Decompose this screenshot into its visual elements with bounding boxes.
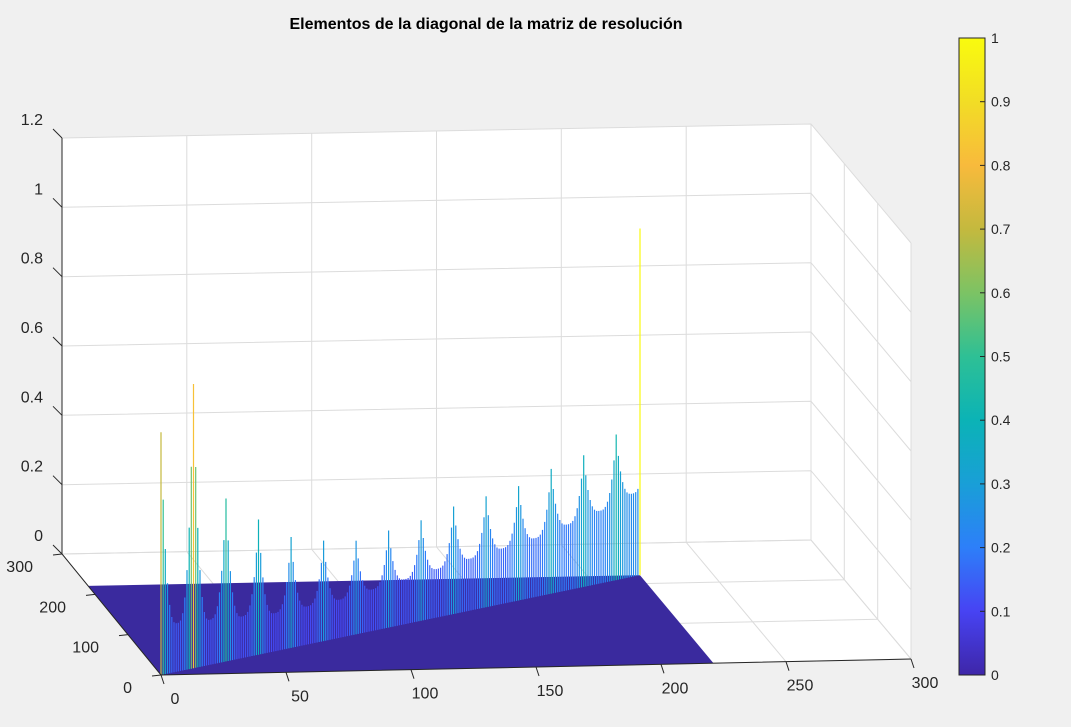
x-tick-label: 200 [662,680,689,697]
colorbar-tick-label: 0.4 [991,412,1011,428]
axis-ticks: 0 50 100 150 200 250 300010020030000.20.40.60.… [6,112,938,708]
colorbar-tick-label: 0.9 [991,94,1011,110]
x-tick-label: 250 [787,678,814,695]
z-tick-mark [52,197,63,208]
z-tick-label: 0.2 [21,459,43,476]
x-tick-mark [660,664,665,674]
y-gridline [61,124,812,555]
z-tick-mark [52,544,63,555]
colorbar-tick-label: 0.3 [991,476,1011,492]
y-tick-mark [52,553,63,556]
x-tick-label: 300 [912,675,939,692]
z-tick-label: 0.4 [21,389,43,406]
y-tick-mark [118,634,129,637]
floor-surface [88,575,714,675]
x-tick-label: 150 [537,683,564,700]
colorbar-tick-label: 0.7 [991,221,1011,237]
x-tick-mark [535,666,540,677]
z-tick-mark [52,128,63,139]
x-tick-mark [160,674,165,685]
z-tick-mark [52,267,63,278]
z-tick-label: 0 [34,528,43,545]
diagonal-surface [160,228,641,675]
z-tick-mark [52,336,63,347]
x-tick-label: 100 [412,686,439,703]
chart-title: Elementos de la diagonal de la matriz de… [290,16,683,33]
colorbar-tick-label: 0 [991,667,999,683]
x-tick-mark [785,661,790,671]
z-tick-mark [52,475,63,486]
y-tick-mark [151,674,162,677]
y-tick-label: 100 [72,640,99,657]
colorbar-tick-label: 1 [991,30,999,46]
grid-lines [61,123,912,676]
y-tick-label: 300 [6,559,33,576]
y-tick-mark [85,593,96,596]
x-tick-mark [285,672,290,682]
axis-edge [61,138,912,676]
y-tick-label: 0 [123,680,132,697]
colorbar-tick-label: 0.5 [991,349,1011,365]
surface-floor [88,575,714,675]
x-tick-mark [910,658,915,669]
colorbar-tick-label: 0.1 [991,603,1011,619]
y-tick-label: 200 [39,599,66,616]
x-tick-label: 0 [171,691,180,708]
colorbar: 0 0.1 0.2 0.3 0.4 0.5 0.6 0.7 0.8 0.9 1 [958,30,1011,683]
x-tick-mark [410,669,415,679]
colorbar-tick-label: 0.8 [991,157,1011,173]
z-tick-label: 1 [34,181,43,198]
z-tick-label: 1.2 [21,112,43,129]
colorbar-tick-label: 0.2 [991,540,1011,556]
z-tick-label: 0.6 [21,320,43,337]
z-tick-mark [52,405,63,416]
z-tick-label: 0.8 [21,251,43,268]
colorbar-tick-label: 0.6 [991,285,1011,301]
x-tick-label: 50 [291,688,309,705]
